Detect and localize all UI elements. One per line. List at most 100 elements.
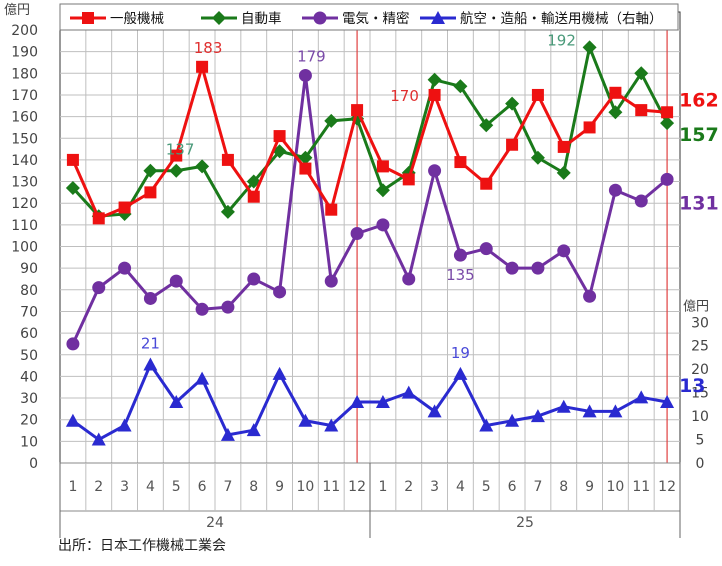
data-point [66,153,79,166]
data-point [220,427,235,441]
data-point [634,66,649,81]
series-2 [66,68,674,351]
y-tick-label: 80 [20,283,38,299]
data-point [324,274,338,288]
x-tick-label: 5 [482,479,491,495]
y-tick-label: 140 [11,153,38,169]
data-point [169,163,184,178]
data-point [221,300,235,314]
data-label: 192 [547,31,576,49]
data-point [118,201,131,214]
y2-tick-label: 20 [691,362,709,378]
data-point [505,261,519,275]
data-point [635,104,648,117]
data-point [272,366,287,380]
data-point [428,88,441,101]
data-point [196,60,209,73]
legend: 一般機械 自動車 電気・精密 航空・造船・輸送用機械（右軸） [59,3,679,31]
x-tick-label: 2 [404,479,413,495]
data-point [350,395,365,409]
data-label: 179 [297,47,326,65]
data-point [660,172,674,186]
data-label: 157 [679,124,719,146]
data-point [298,150,313,165]
x-tick-label: 5 [172,479,181,495]
data-point [556,165,571,180]
annotations: 183 137 179 170 135 192 21 19 162 157 131 13 [141,31,719,397]
y-tick-label: 150 [11,131,38,147]
x-tick-label: 11 [632,479,650,495]
x-tick-label: 8 [249,479,258,495]
data-point [505,96,520,111]
y-tick-label: 70 [20,304,38,320]
data-point [118,261,132,275]
x-tick-label: 6 [198,479,207,495]
data-point [531,88,544,101]
data-point [454,156,467,169]
legend-label: 自動車 [241,11,282,27]
data-point [634,390,649,404]
y-tick-label: 130 [11,175,38,191]
data-point [298,68,312,82]
data-label: 21 [141,334,160,352]
data-point [324,418,339,432]
legend-item: 自動車 [201,11,282,27]
y-axis-unit-right: 億円 [683,298,709,314]
data-label: 131 [679,192,719,214]
data-point [247,190,260,203]
data-point [402,272,416,286]
data-point [65,181,80,196]
data-point [608,404,623,418]
data-point [66,337,80,351]
y-tick-label: 170 [11,88,38,104]
y-tick-label: 0 [29,456,38,472]
legend-box [59,3,679,31]
x-tick-label: 11 [322,479,340,495]
data-point [661,106,674,119]
data-point [608,183,622,197]
data-point [91,432,106,446]
y-tick-label: 40 [20,369,38,385]
y-tick-label: 100 [11,240,38,256]
x-tick-label: 3 [120,479,129,495]
data-point [582,404,597,418]
data-point [557,140,570,153]
y2-tick-label: 25 [691,339,709,355]
legend-item: 一般機械 [70,11,164,27]
axes: 0102030405060708090100110120130140150160… [4,2,709,538]
data-point [82,12,94,24]
x-tick-label: 1 [378,479,387,495]
data-point [325,203,338,216]
data-point [530,150,545,165]
y-tick-label: 60 [20,326,38,342]
data-point [583,289,597,303]
x-tick-label: 7 [223,479,232,495]
x-tick-label: 6 [508,479,517,495]
x-tick-label: 4 [146,479,155,495]
y-tick-label: 30 [20,391,38,407]
x-tick-label: 4 [456,479,465,495]
data-point [195,371,210,385]
data-point [92,281,106,295]
data-point [402,173,415,186]
data-point [195,302,209,316]
data-point [556,399,571,413]
x-tick-label: 12 [658,479,676,495]
data-point [169,274,183,288]
legend-item: 航空・造船・輸送用機械（右軸） [420,11,663,27]
x-tick-label: 12 [348,479,366,495]
data-point [660,116,675,131]
data-point [246,423,261,437]
y2-tick-label: 15 [691,386,709,402]
y2-tick-label: 5 [696,433,705,449]
data-point [313,11,327,25]
data-point [195,159,210,174]
data-point [479,118,494,133]
y-tick-label: 10 [20,434,38,450]
data-point [144,186,157,199]
legend-label: 航空・造船・輸送用機械（右軸） [460,11,663,27]
x-tick-label: 7 [533,479,542,495]
data-point [350,227,364,241]
y2-tick-label: 0 [696,456,705,472]
